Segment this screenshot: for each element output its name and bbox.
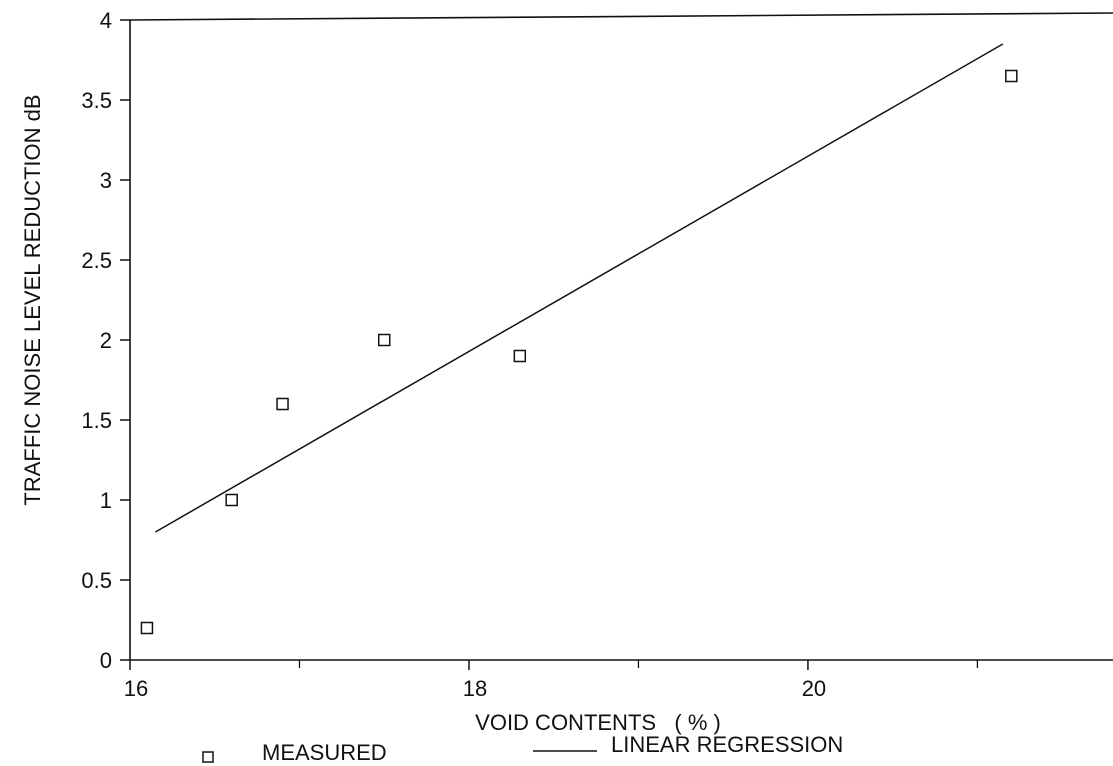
y-tick-label: 3	[100, 168, 112, 193]
y-tick-label: 0.5	[81, 568, 112, 593]
y-tick-label: 2.5	[81, 248, 112, 273]
plot-top-border	[129, 12, 1113, 21]
data-point-measured	[276, 397, 289, 411]
data-point-measured	[225, 493, 238, 507]
legend-marker-measured	[202, 751, 214, 763]
x-tick-label: 20	[802, 676, 826, 701]
x-axis-label: VOID CONTENTS ( % )	[475, 710, 721, 735]
series-layer	[140, 43, 1018, 635]
data-point-measured	[377, 333, 391, 347]
legend-label-regression: LINEAR REGRESSION	[611, 732, 843, 757]
y-tick-label: 2	[100, 328, 112, 353]
y-tick-label: 1.5	[81, 408, 112, 433]
y-tick-label: 0	[100, 648, 112, 673]
y-axis-label: TRAFFIC NOISE LEVEL REDUCTION dB	[20, 94, 45, 505]
regression-line	[155, 43, 1004, 533]
data-point-measured	[140, 621, 154, 635]
x-tick-label: 18	[463, 676, 487, 701]
plot-frame	[129, 12, 1113, 661]
data-point-measured	[1005, 69, 1018, 83]
legend: MEASURED LINEAR REGRESSION	[202, 732, 843, 765]
y-tick-label: 1	[100, 488, 112, 513]
legend-label-measured: MEASURED	[262, 740, 387, 765]
x-tick-label: 16	[124, 676, 148, 701]
y-tick-label: 4	[100, 8, 112, 33]
y-tick-label: 3.5	[81, 88, 112, 113]
axis-ticks: 0 0.5 1 1.5 2 2.5 3 3.5 4 16 18 20	[81, 8, 979, 701]
data-point-measured	[513, 349, 527, 363]
